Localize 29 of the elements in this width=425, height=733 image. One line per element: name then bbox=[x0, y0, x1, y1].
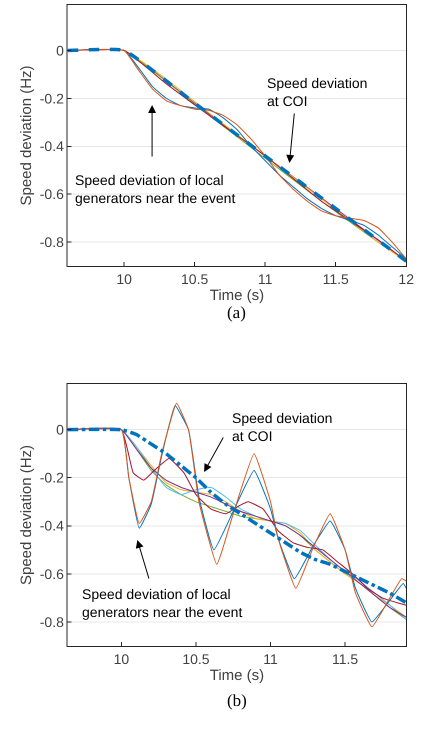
annotation: Speed deviation of local generators near the event bbox=[75, 172, 236, 206]
y-tick-label: 0 bbox=[56, 422, 64, 438]
x-tick-label: 10 bbox=[116, 270, 132, 287]
y-axis-title: Speed deviation (Hz) bbox=[18, 444, 36, 586]
y-tick-label: -0.8 bbox=[40, 234, 64, 250]
x-tick-label: 11.5 bbox=[332, 650, 358, 667]
annotation: Speed deviation of local generators near the event bbox=[82, 586, 242, 620]
y-tick-label: -0.4 bbox=[40, 138, 64, 154]
y-tick-label: -0.8 bbox=[40, 614, 64, 630]
x-tick-label: 12 bbox=[398, 270, 414, 287]
y-tick-label: -0.6 bbox=[40, 566, 64, 582]
annotation: Speed deviation at COI bbox=[232, 410, 332, 444]
text: (a) bbox=[227, 303, 246, 322]
y-axis-title: Speed deviation (Hz) bbox=[18, 65, 36, 206]
y-tick-label: -0.4 bbox=[40, 518, 64, 534]
x-tick-label: 10.5 bbox=[181, 270, 208, 287]
x-axis-title: Time (s) bbox=[210, 666, 264, 684]
x-tick-label: 11 bbox=[258, 270, 273, 287]
x-axis-title: Time (s) bbox=[210, 286, 264, 304]
x-tick-label: 11 bbox=[263, 650, 278, 667]
y-tick-label: 0 bbox=[56, 42, 64, 58]
y-tick-label: -0.2 bbox=[40, 90, 64, 106]
y-tick-label: -0.6 bbox=[40, 186, 64, 202]
x-tick-label: 10 bbox=[114, 650, 130, 667]
x-tick-label: 11.5 bbox=[322, 270, 349, 287]
text: (b) bbox=[227, 691, 247, 710]
y-tick-label: -0.2 bbox=[40, 470, 64, 486]
annotation: Speed deviation at COI bbox=[267, 75, 368, 110]
x-tick-label: 10.5 bbox=[182, 650, 210, 667]
